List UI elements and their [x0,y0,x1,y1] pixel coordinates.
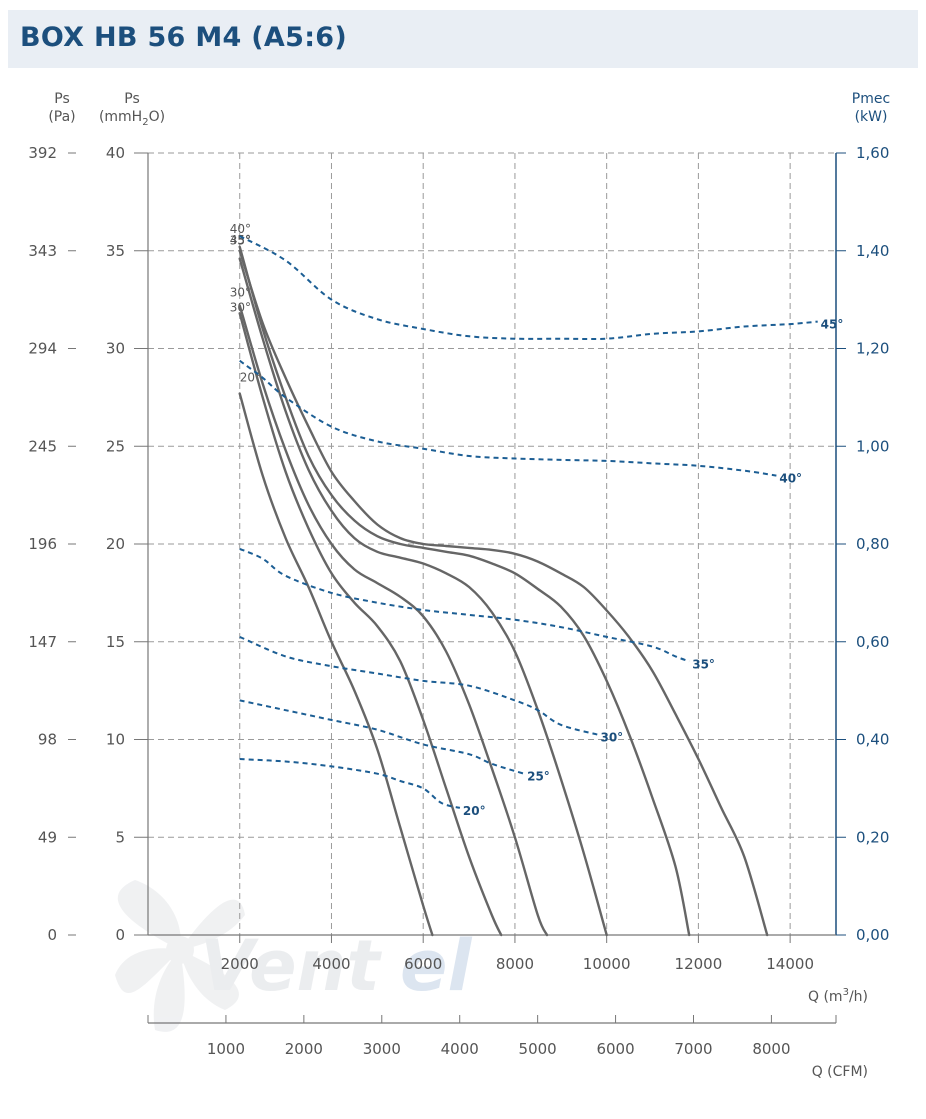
pa-tick-label: 245 [28,437,57,455]
power-curve-5 [239,359,777,477]
pmec-tick-label: 1,00 [856,437,889,455]
power-curve-3 [239,635,598,736]
pa-tick-label: 392 [28,144,57,162]
q-cfm-tick-label: 5000 [519,1040,557,1058]
mm-tick-label: 20 [106,535,125,553]
pa-tick-label: 196 [28,535,57,553]
pmec-tick-label: 1,60 [856,144,889,162]
fan-blade-icon [115,880,245,1032]
q-cfm-tick-label: 3000 [363,1040,401,1058]
q-m3h-tick-label: 8000 [496,955,534,973]
pmec-tick-label: 1,40 [856,242,889,260]
q-m3h-tick-label: 10000 [583,955,631,973]
power-curve-label: 45° [821,318,844,332]
pmec-tick-label: 0,20 [856,828,889,846]
grid [148,152,836,935]
pmec-tick-label: 0,40 [856,731,889,749]
chart-title: BOX HB 56 M4 (A5:6) [20,22,348,53]
q-m3h-tick-label: 4000 [312,955,350,973]
pressure-curve-label: 35° [230,234,251,248]
ps-pa-axis-name: Ps [54,91,70,107]
pressure-curve-3 [238,304,549,937]
pressure-curve-label: 40° [230,222,251,236]
power-curves: 20° 25° 30° 35° 40° 45° [239,235,844,818]
pmec-tick-label: 1,20 [856,340,889,358]
mm-tick-label: 40 [106,144,125,162]
ventel-watermark: Vent el [115,880,472,1032]
pmec-axis-name: Pmec [852,91,890,107]
axes: 392 40 1,60 343 35 1,40 294 30 1,20 245 25 1,00 196 2… [28,144,889,1058]
pressure-curve-5 [238,245,691,937]
q-cfm-tick-label: 4000 [441,1040,479,1058]
q-m3h-tick-label: 14000 [766,955,814,973]
pressure-curves: 20°30°30°35°40°45° [230,222,769,937]
ps-pa-axis-unit: (Pa) [48,109,75,125]
power-curve-label: 40° [779,472,802,486]
q-cfm-tick-label: 7000 [674,1040,712,1058]
pmec-axis-unit: (kW) [855,109,888,125]
ps-mm-axis-name: Ps [124,91,140,107]
mm-tick-label: 5 [115,828,125,846]
q-cfm-tick-label: 6000 [596,1040,634,1058]
mm-tick-label: 30 [106,340,125,358]
pmec-tick-label: 0,00 [856,926,889,944]
pa-tick-label: 98 [38,731,57,749]
mm-tick-label: 15 [106,633,125,651]
watermark-text-right: el [400,925,472,1007]
power-curve-label: 35° [692,657,715,671]
pmec-tick-label: 0,60 [856,633,889,651]
power-curve-4 [239,547,690,663]
q-m3h-tick-label: 6000 [404,955,442,973]
power-curve-6 [239,235,818,341]
pressure-curve-label: 45° [230,233,251,247]
ps-mm-axis-unit: (mmH2O) [99,109,165,128]
pa-tick-label: 147 [28,633,57,651]
pmec-tick-label: 0,80 [856,535,889,553]
mm-tick-label: 35 [106,242,125,260]
mm-tick-label: 0 [115,926,125,944]
title-bar: BOX HB 56 M4 (A5:6) [8,10,918,68]
mm-tick-label: 25 [106,437,125,455]
q-m3h-axis-label: Q (m3/h) [808,987,868,1005]
mm-tick-label: 10 [106,731,125,749]
power-curve-2 [239,699,525,775]
pa-tick-label: 343 [28,242,57,260]
q-cfm-axis-label: Q (CFM) [812,1064,868,1080]
pressure-curve-2 [238,312,503,937]
pressure-curve-label: 30° [230,285,251,299]
q-cfm-tick-label: 2000 [285,1040,323,1058]
pressure-curve-6 [238,249,769,937]
q-m3h-tick-label: 12000 [675,955,723,973]
pa-tick-label: 0 [47,926,57,944]
q-m3h-tick-label: 2000 [221,955,259,973]
pressure-curve-4 [238,257,608,937]
pa-tick-label: 294 [28,340,57,358]
power-curve-label: 20° [463,804,486,818]
power-curve-1 [239,758,461,809]
pa-tick-label: 49 [38,828,57,846]
pressure-curve-1 [238,392,434,937]
q-cfm-tick-label: 8000 [752,1040,790,1058]
q-cfm-tick-label: 1000 [207,1040,245,1058]
power-curve-label: 30° [600,731,623,745]
power-curve-label: 25° [527,770,550,784]
watermark-text-left: Vent [200,925,382,1007]
